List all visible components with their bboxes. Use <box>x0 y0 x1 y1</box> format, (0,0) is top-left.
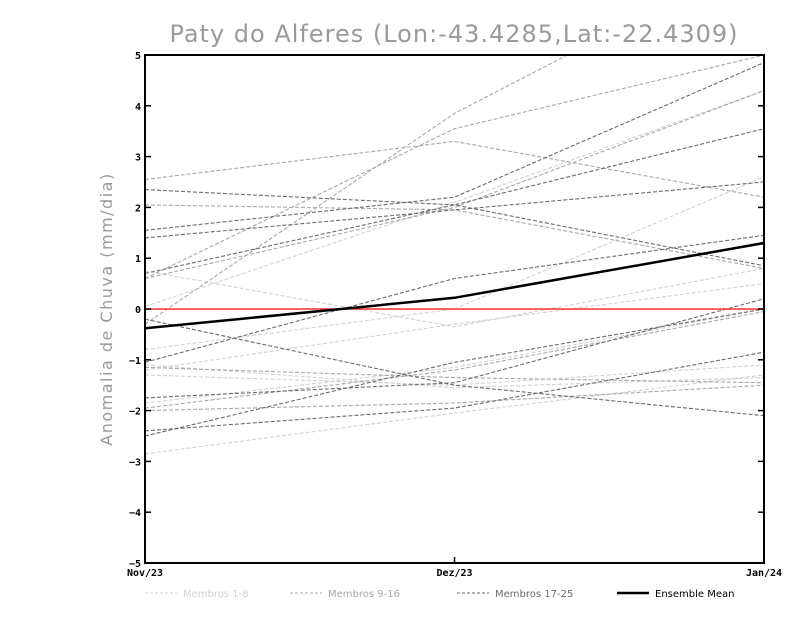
y-tick-label: 0 <box>135 305 141 316</box>
y-axis: −5 −4 −3 −2 −1 0 1 2 3 4 5 <box>129 51 764 570</box>
x-tick-label: Dez/23 <box>436 568 472 579</box>
member-line-24 <box>145 308 764 437</box>
y-tick-label: 5 <box>135 51 141 62</box>
legend-label: Membros 17-25 <box>495 589 573 600</box>
y-tick-label: −1 <box>129 356 141 367</box>
member-line-11 <box>145 55 764 279</box>
member-line-18 <box>145 62 764 231</box>
y-tick-label: 1 <box>135 254 141 265</box>
member-line-17 <box>145 189 764 267</box>
y-tick-label: −3 <box>129 457 141 468</box>
legend-label: Ensemble Mean <box>655 589 734 600</box>
ensemble-mean-line <box>145 241 764 330</box>
legend: Membros 1-8 Membros 9-16 Membros 17-25 Ense… <box>145 589 734 600</box>
member-line-25 <box>145 351 764 432</box>
member-line-12 <box>145 55 569 325</box>
member-line-22 <box>145 318 764 417</box>
member-line-7 <box>145 364 764 389</box>
member-line-14 <box>145 384 764 412</box>
x-tick-label: Nov/23 <box>127 568 163 579</box>
y-tick-label: 4 <box>135 102 141 113</box>
member-line-10 <box>145 204 764 269</box>
member-line-21 <box>145 234 764 363</box>
y-tick-label: 3 <box>135 153 141 164</box>
y-tick-label: −5 <box>129 559 141 570</box>
legend-label: Membros 1-8 <box>183 589 249 600</box>
member-line-5 <box>145 374 764 455</box>
x-tick-label: Jan/24 <box>746 568 782 579</box>
member-line-23 <box>145 298 764 399</box>
y-tick-label: −2 <box>129 407 141 418</box>
member-series-group <box>145 55 764 455</box>
member-line-16 <box>145 90 764 280</box>
chart-title: Paty do Alferes (Lon:-43.4285,Lat:-22.43… <box>169 20 738 48</box>
legend-label: Membros 9-16 <box>328 589 400 600</box>
y-tick-label: −4 <box>129 508 141 519</box>
member-line-19 <box>145 181 764 239</box>
member-line-9 <box>145 140 764 198</box>
ensemble-mean-group <box>145 241 764 330</box>
member-line-8 <box>145 308 764 404</box>
member-line-2 <box>145 90 764 308</box>
member-line-13 <box>145 366 764 384</box>
member-line-3 <box>145 283 764 371</box>
y-axis-label: Anomalia de Chuva (mm/dia) <box>97 172 116 445</box>
y-tick-label: 2 <box>135 203 141 214</box>
member-line-1 <box>145 267 764 328</box>
member-line-4 <box>145 364 764 386</box>
member-line-15 <box>145 310 764 409</box>
member-line-20 <box>145 128 764 274</box>
x-axis: Nov/23 Dez/23 Jan/24 <box>127 557 782 579</box>
